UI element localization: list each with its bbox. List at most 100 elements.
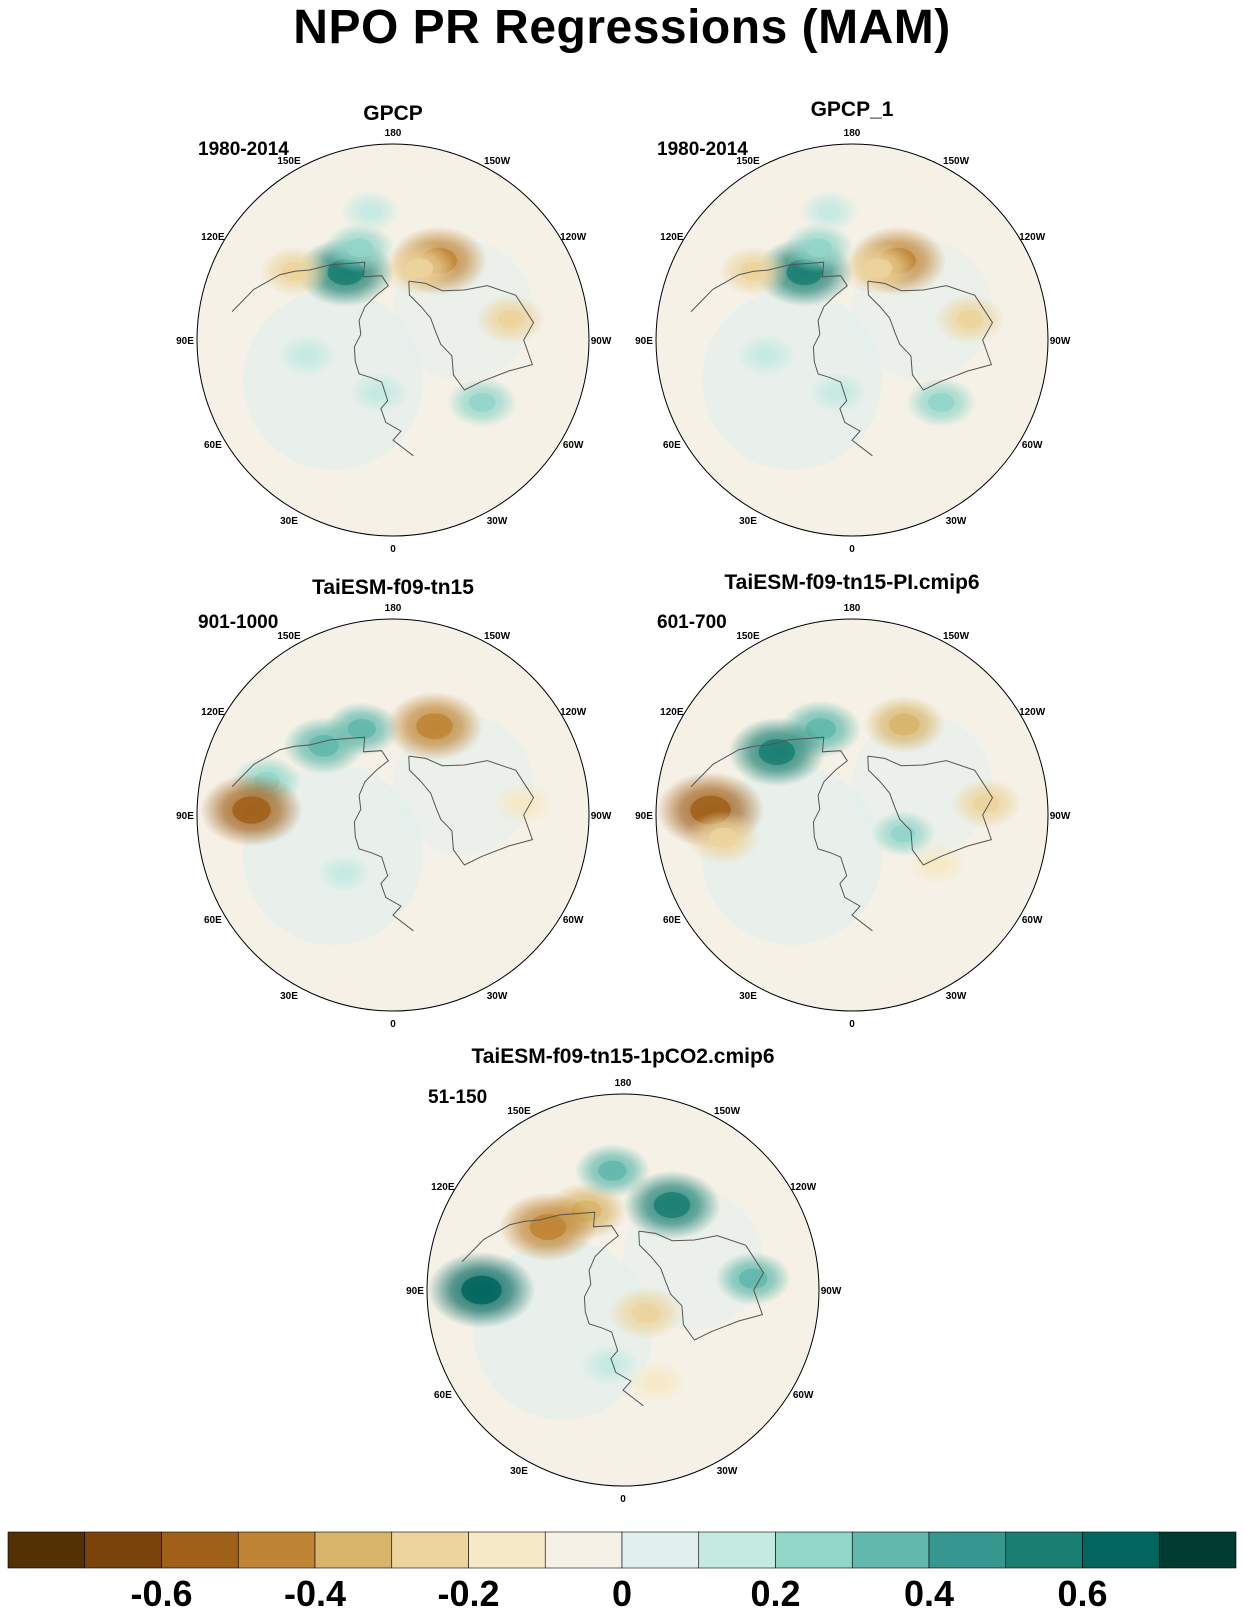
longitude-label: 120E bbox=[431, 1182, 455, 1193]
anomaly-core bbox=[598, 1357, 621, 1373]
anomaly-core bbox=[889, 713, 920, 736]
longitude-label: 30E bbox=[739, 991, 757, 1002]
longitude-label: 120W bbox=[1019, 232, 1046, 243]
colorbar-swatch bbox=[544, 1531, 623, 1569]
colorbar-tick-label: 0.6 bbox=[1057, 1573, 1107, 1612]
colorbar-swatch bbox=[1005, 1531, 1083, 1569]
background-field bbox=[702, 290, 882, 470]
longitude-label: 60E bbox=[663, 915, 681, 926]
longitude-label: 30W bbox=[717, 1466, 738, 1477]
colorbar-tick-label: 0.4 bbox=[904, 1573, 954, 1612]
longitude-label: 30E bbox=[280, 516, 298, 527]
anomaly-core bbox=[863, 258, 893, 279]
colorbar-tick-label: 0.2 bbox=[750, 1573, 800, 1612]
anomaly-core bbox=[598, 1160, 627, 1181]
longitude-label: 90W bbox=[591, 336, 612, 347]
longitude-label: 90W bbox=[821, 1286, 842, 1297]
longitude-label: 90W bbox=[591, 811, 612, 822]
anomaly-core bbox=[709, 827, 738, 848]
anomaly-core bbox=[404, 258, 434, 279]
anomaly-core bbox=[826, 384, 850, 401]
colorbar-tick-label: -0.2 bbox=[437, 1573, 499, 1612]
longitude-label: 60E bbox=[204, 915, 222, 926]
longitude-label: 60E bbox=[204, 440, 222, 451]
longitude-label: 90E bbox=[406, 1286, 424, 1297]
anomaly-core bbox=[805, 238, 832, 258]
panel-period: 51-150 bbox=[428, 1087, 487, 1108]
anomaly-core bbox=[645, 1374, 668, 1391]
panel-period: 1980-2014 bbox=[198, 139, 289, 160]
longitude-label: 60E bbox=[663, 440, 681, 451]
anomaly-core bbox=[738, 1268, 768, 1289]
colorbar-swatch bbox=[775, 1531, 853, 1569]
map-border bbox=[196, 143, 590, 537]
panel-title: TaiESM-f09-tn15-1pCO2.cmip6 bbox=[471, 1045, 774, 1068]
colorbar-swatch bbox=[468, 1531, 546, 1569]
longitude-label: 120W bbox=[790, 1182, 817, 1193]
longitude-label: 150W bbox=[943, 156, 970, 167]
longitude-label: 0 bbox=[849, 1019, 855, 1030]
coastline bbox=[638, 1230, 765, 1341]
longitude-label: 60W bbox=[1022, 915, 1043, 926]
anomaly-core bbox=[477, 862, 498, 877]
anomaly-core bbox=[653, 1192, 691, 1219]
longitude-label: 120W bbox=[560, 232, 587, 243]
coastline bbox=[690, 736, 873, 932]
longitude-label: 60E bbox=[434, 1390, 452, 1401]
longitude-label: 30E bbox=[280, 991, 298, 1002]
longitude-label: 90E bbox=[635, 811, 653, 822]
colorbar-swatch bbox=[621, 1531, 700, 1569]
anomaly-core bbox=[359, 203, 382, 220]
longitude-label: 30W bbox=[946, 516, 967, 527]
anomaly-core bbox=[928, 393, 955, 412]
anomaly-core bbox=[296, 347, 319, 364]
longitude-label: 90W bbox=[1050, 811, 1071, 822]
coastline bbox=[690, 261, 873, 457]
longitude-label: 180 bbox=[385, 603, 402, 614]
background-field bbox=[243, 290, 423, 470]
longitude-label: 150E bbox=[507, 1106, 531, 1117]
map-border bbox=[196, 618, 590, 1012]
anomaly-core bbox=[956, 309, 984, 329]
longitude-label: 120W bbox=[560, 707, 587, 718]
longitude-label: 90E bbox=[635, 336, 653, 347]
longitude-label: 180 bbox=[844, 603, 861, 614]
longitude-label: 150W bbox=[943, 631, 970, 642]
chart-title: NPO PR Regressions (MAM) bbox=[293, 1, 951, 54]
map-border bbox=[655, 143, 1049, 537]
panel-title: TaiESM-f09-tn15 bbox=[312, 576, 474, 599]
longitude-label: 120E bbox=[201, 707, 225, 718]
anomaly-core bbox=[631, 1303, 661, 1324]
map-panel-0: GPCP 1980-2014 180 150E 120E 90E 60E 30E 0 30W 60W… bbox=[176, 102, 612, 555]
longitude-label: 0 bbox=[390, 544, 396, 555]
panel-title: TaiESM-f09-tn15-PI.cmip6 bbox=[724, 571, 979, 594]
colorbar-swatch bbox=[1158, 1531, 1237, 1569]
colorbar-tick-label: -0.4 bbox=[284, 1573, 346, 1612]
anomaly-core bbox=[416, 713, 453, 740]
map-panel-1: GPCP_1 1980-2014 180 150E 120E 90E 60E 30E 0 30W 6… bbox=[635, 98, 1071, 555]
map-border bbox=[426, 1093, 820, 1487]
longitude-label: 60W bbox=[563, 915, 584, 926]
anomaly-core bbox=[232, 796, 271, 824]
longitude-label: 150E bbox=[736, 156, 760, 167]
anomaly-core bbox=[497, 309, 525, 329]
longitude-label: 30W bbox=[487, 991, 508, 1002]
map-panel-4: TaiESM-f09-tn15-1pCO2.cmip6 51-150 180 150E… bbox=[406, 1045, 842, 1505]
longitude-label: 120E bbox=[660, 232, 684, 243]
anomaly-core bbox=[818, 203, 841, 220]
longitude-label: 90E bbox=[176, 811, 194, 822]
longitude-label: 120E bbox=[660, 707, 684, 718]
longitude-label: 180 bbox=[615, 1078, 632, 1089]
anomaly-core bbox=[308, 734, 339, 757]
anomaly-core bbox=[512, 795, 535, 812]
longitude-label: 90W bbox=[1050, 336, 1071, 347]
anomaly-core bbox=[755, 347, 778, 364]
coastline bbox=[408, 755, 535, 866]
longitude-label: 30E bbox=[510, 1466, 528, 1477]
map-border bbox=[655, 618, 1049, 1012]
colorbar-swatch bbox=[84, 1531, 162, 1569]
longitude-label: 0 bbox=[849, 544, 855, 555]
longitude-label: 60W bbox=[563, 440, 584, 451]
map-panel-2: TaiESM-f09-tn15 901-1000 180 150E 120E 90E 60E… bbox=[176, 576, 612, 1030]
